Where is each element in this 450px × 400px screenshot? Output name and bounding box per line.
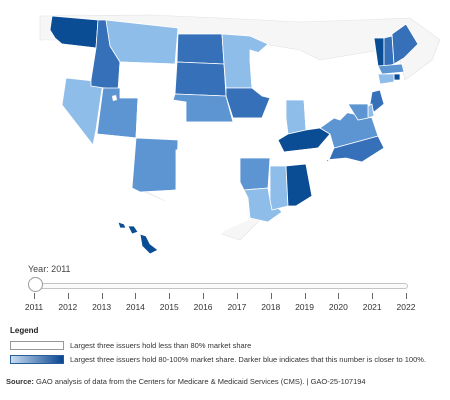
- state-ma[interactable]: [377, 63, 405, 75]
- tick-2017: [236, 293, 238, 299]
- legend-label-high-share: Largest three issuers hold 80-100% marke…: [70, 354, 427, 364]
- us-map: [29, 14, 441, 255]
- state-ny[interactable]: [329, 53, 381, 93]
- year-slider-track[interactable]: [34, 283, 408, 289]
- tick-2015: [169, 293, 171, 299]
- state-me[interactable]: [391, 23, 419, 65]
- tick-2014: [135, 293, 137, 299]
- tick-label-2011[interactable]: 2011: [24, 302, 44, 312]
- tick-2018: [270, 293, 272, 299]
- tick-label-2016[interactable]: 2016: [193, 302, 213, 312]
- source-label: Source:: [6, 377, 34, 386]
- state-nd[interactable]: [176, 33, 225, 65]
- state-nc[interactable]: [325, 135, 385, 163]
- year-label: Year: 2011: [28, 264, 71, 274]
- state-mt[interactable]: [105, 19, 179, 65]
- tick-2021: [372, 293, 374, 299]
- tick-label-2017[interactable]: 2017: [227, 302, 247, 312]
- tick-label-2013[interactable]: 2013: [92, 302, 112, 312]
- legend-item-high-share: Largest three issuers hold 80-100% marke…: [10, 354, 426, 364]
- tick-label-2015[interactable]: 2015: [159, 302, 179, 312]
- tick-label-2014[interactable]: 2014: [125, 302, 145, 312]
- state-ks[interactable]: [185, 121, 239, 151]
- state-md[interactable]: [347, 103, 369, 121]
- state-hi[interactable]: [117, 221, 159, 255]
- tick-label-2020[interactable]: 2020: [328, 302, 348, 312]
- tick-2011: [34, 293, 35, 299]
- state-al[interactable]: [285, 163, 313, 207]
- legend-title: Legend: [10, 326, 39, 335]
- state-nj[interactable]: [369, 89, 385, 113]
- state-ak[interactable]: [29, 194, 107, 241]
- state-tx[interactable]: [148, 157, 249, 246]
- legend-swatch-white: [10, 340, 64, 350]
- tick-label-2012[interactable]: 2012: [58, 302, 78, 312]
- state-ri[interactable]: [393, 73, 401, 81]
- state-ct[interactable]: [377, 73, 395, 85]
- state-la[interactable]: [243, 187, 283, 223]
- state-ar[interactable]: [239, 157, 271, 191]
- state-co[interactable]: [135, 97, 187, 141]
- tick-label-2019[interactable]: 2019: [295, 302, 314, 312]
- source-text: GAO analysis of data from the Centers fo…: [33, 377, 366, 386]
- state-ms[interactable]: [269, 165, 289, 211]
- state-sd[interactable]: [174, 61, 227, 97]
- state-wy[interactable]: [117, 61, 176, 101]
- great-salt-lake: [111, 94, 118, 102]
- tick-2022: [406, 293, 407, 299]
- tick-label-2018[interactable]: 2018: [261, 302, 281, 312]
- state-nm[interactable]: [131, 137, 179, 193]
- year-slider-handle[interactable]: [28, 277, 43, 292]
- legend-item-low-share: Largest three issuers hold less than 80%…: [10, 340, 251, 350]
- tick-2013: [101, 293, 103, 299]
- tick-2019: [304, 293, 306, 299]
- tick-2012: [67, 293, 69, 299]
- legend-label-low-share: Largest three issuers hold less than 80%…: [70, 340, 252, 350]
- state-il[interactable]: [261, 95, 287, 152]
- source-note: Source: GAO analysis of data from the Ce…: [6, 377, 366, 386]
- state-fl[interactable]: [294, 203, 361, 255]
- tick-2016: [203, 293, 205, 299]
- tick-2020: [338, 293, 340, 299]
- tick-label-2022[interactable]: 2022: [396, 302, 416, 312]
- year-slider-ticks: [34, 293, 407, 299]
- legend-swatch-blue-gradient: [10, 354, 64, 364]
- tick-label-2021[interactable]: 2021: [362, 302, 382, 312]
- state-in[interactable]: [285, 99, 307, 135]
